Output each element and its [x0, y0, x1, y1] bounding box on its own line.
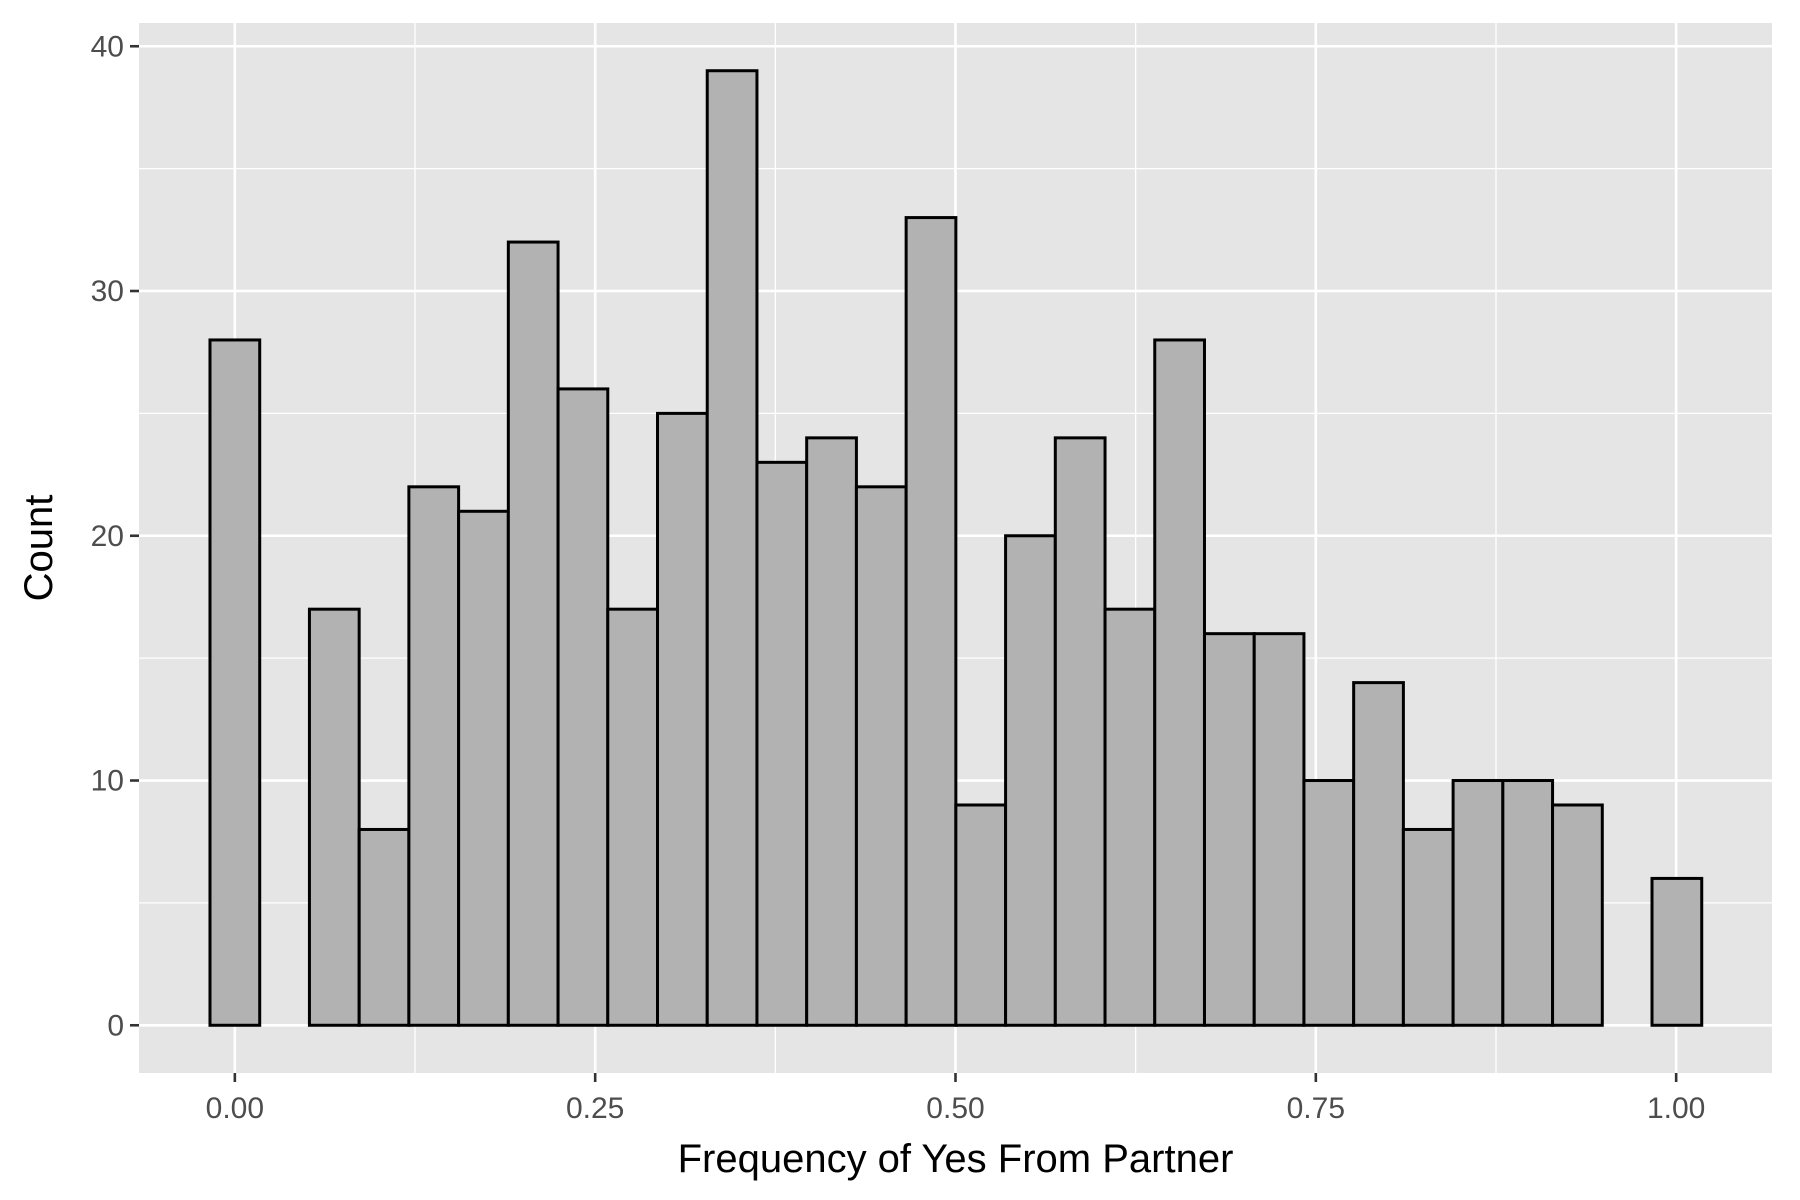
histogram-bar	[407, 485, 461, 1027]
histogram-bar	[1551, 803, 1604, 1027]
histogram-bar	[805, 436, 858, 1027]
bars	[208, 69, 1704, 1027]
histogram-bar	[954, 803, 1008, 1027]
histogram-bar	[1650, 876, 1704, 1027]
histogram-bar	[1004, 534, 1057, 1027]
x-tick-label: 0.75	[1287, 1092, 1345, 1125]
histogram-bar	[1451, 779, 1505, 1027]
histogram-bar	[656, 411, 709, 1027]
y-tick-label: 0	[107, 1009, 124, 1042]
histogram-bar	[457, 509, 510, 1027]
histogram-bar	[1401, 827, 1455, 1027]
histogram-bar	[1153, 338, 1206, 1027]
histogram-bar	[1252, 632, 1306, 1027]
y-axis-title: Count	[17, 495, 61, 602]
y-tick-label: 40	[91, 30, 124, 63]
x-axis-title: Frequency of Yes From Partner	[678, 1137, 1234, 1181]
histogram-bar	[307, 607, 361, 1027]
y-axis: 0 10 20 30 40	[91, 30, 139, 1042]
histogram-bar	[705, 69, 759, 1027]
histogram-bar	[755, 460, 809, 1027]
histogram-bar	[1501, 779, 1555, 1027]
y-tick-label: 30	[91, 275, 124, 308]
histogram-bar	[904, 216, 958, 1027]
histogram-bar	[1302, 779, 1356, 1027]
histogram-bar	[1352, 681, 1405, 1027]
x-tick-label: 0.50	[926, 1092, 984, 1125]
histogram-bar	[1103, 607, 1157, 1027]
histogram-bar	[556, 387, 610, 1027]
histogram-bar	[1053, 436, 1107, 1027]
histogram-bar	[357, 827, 411, 1027]
y-tick-label: 10	[91, 765, 124, 798]
histogram-bar	[1202, 632, 1256, 1027]
histogram-bar	[208, 338, 262, 1027]
x-tick-label: 0.25	[566, 1092, 624, 1125]
x-tick-label: 1.00	[1647, 1092, 1705, 1125]
histogram-bar	[606, 607, 660, 1027]
x-tick-label: 0.00	[206, 1092, 264, 1125]
y-tick-label: 20	[91, 520, 124, 553]
histogram-bar	[506, 240, 560, 1027]
x-axis: 0.00 0.25 0.50 0.75 1.00	[206, 1073, 1705, 1125]
histogram-bar	[854, 485, 908, 1027]
